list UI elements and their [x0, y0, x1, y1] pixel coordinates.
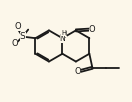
Text: H: H: [61, 31, 67, 37]
Text: O: O: [89, 25, 95, 34]
Text: O: O: [75, 67, 81, 76]
Text: S: S: [20, 32, 25, 41]
Text: H: H: [61, 30, 66, 36]
Text: O: O: [15, 22, 22, 31]
Text: O: O: [11, 39, 18, 48]
Text: N: N: [60, 34, 65, 43]
